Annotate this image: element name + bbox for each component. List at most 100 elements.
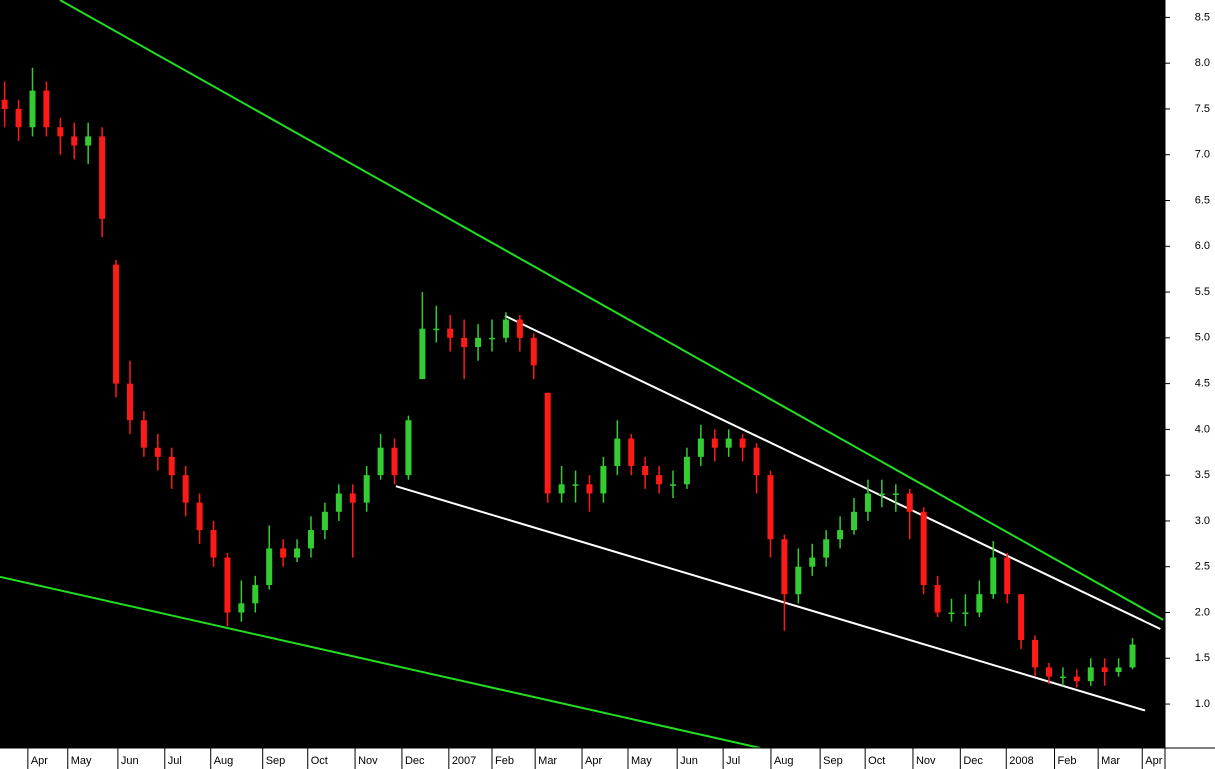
candle-body bbox=[488, 337, 495, 340]
candle-body bbox=[670, 484, 677, 486]
candle-body bbox=[1129, 644, 1136, 668]
candle-body bbox=[349, 493, 356, 503]
x-tick-label: Sep bbox=[266, 755, 286, 767]
x-tick-label: May bbox=[71, 755, 92, 767]
x-tick-label: Aug bbox=[774, 755, 794, 767]
candle-body bbox=[781, 539, 788, 595]
candle-body bbox=[934, 585, 941, 613]
candle-body bbox=[1101, 667, 1108, 673]
candle-body bbox=[140, 420, 147, 448]
x-tick-label: Feb bbox=[1058, 755, 1077, 767]
candle-body bbox=[530, 337, 537, 366]
x-tick-label: Nov bbox=[916, 755, 936, 767]
candle-body bbox=[433, 328, 440, 331]
candle-body bbox=[795, 566, 802, 595]
candle-body bbox=[475, 337, 482, 347]
candle-body bbox=[516, 319, 523, 338]
y-tick-label: 3.5 bbox=[1195, 469, 1210, 481]
candle-body bbox=[224, 557, 231, 613]
candle-body bbox=[642, 466, 649, 476]
candle-body bbox=[377, 447, 384, 476]
candle-body bbox=[126, 383, 133, 421]
candle-body bbox=[739, 438, 746, 448]
candle-body bbox=[1073, 676, 1080, 682]
candle-body bbox=[600, 466, 607, 494]
candle-body bbox=[43, 90, 50, 128]
x-tick-label: May bbox=[631, 755, 652, 767]
candle-body bbox=[809, 557, 816, 567]
x-tick-label: Oct bbox=[868, 755, 885, 767]
x-tick-label: Jun bbox=[121, 755, 139, 767]
trend-line bbox=[0, 575, 761, 749]
candle-body bbox=[753, 447, 760, 476]
candle-body bbox=[391, 447, 398, 476]
candle-body bbox=[71, 136, 78, 146]
candle-body bbox=[892, 493, 899, 495]
x-tick-label: Jul bbox=[168, 755, 182, 767]
candle-body bbox=[628, 438, 635, 467]
candle-body bbox=[1087, 667, 1094, 682]
candle-body bbox=[962, 612, 969, 614]
candle-body bbox=[906, 493, 913, 512]
candle-body bbox=[683, 456, 690, 485]
x-tick-label: Mar bbox=[538, 755, 557, 767]
x-tick-label: Aug bbox=[214, 755, 234, 767]
candle-body bbox=[210, 530, 217, 558]
candle-body bbox=[920, 511, 927, 586]
candle-body bbox=[405, 420, 412, 476]
candle-body bbox=[851, 511, 858, 531]
candle-body bbox=[447, 328, 454, 338]
candle-body bbox=[976, 594, 983, 613]
candle-body bbox=[307, 530, 314, 549]
x-tick-label: Jun bbox=[680, 755, 698, 767]
y-tick-label: 6.5 bbox=[1195, 194, 1210, 206]
candle-body bbox=[572, 484, 579, 486]
candle-body bbox=[1059, 676, 1066, 679]
candle-body bbox=[363, 475, 370, 503]
candle-body bbox=[502, 319, 509, 338]
y-tick-label: 2.0 bbox=[1195, 606, 1210, 618]
candle-body bbox=[614, 438, 621, 467]
candle-body bbox=[154, 447, 161, 457]
y-tick-label: 5.0 bbox=[1195, 332, 1210, 344]
x-tick-label: Jul bbox=[726, 755, 740, 767]
axis-strip bbox=[0, 748, 1215, 769]
candle-body bbox=[725, 438, 732, 448]
candle-body bbox=[57, 127, 64, 137]
x-tick-label: Oct bbox=[311, 755, 328, 767]
trend-line bbox=[59, 0, 1164, 621]
candle-body bbox=[238, 603, 245, 613]
y-tick-label: 4.5 bbox=[1195, 378, 1210, 390]
trend-line bbox=[395, 485, 1146, 712]
candle-body bbox=[99, 136, 106, 219]
candle-body bbox=[878, 493, 885, 495]
candle-body bbox=[321, 511, 328, 531]
candle-body bbox=[85, 136, 92, 146]
y-tick-label: 8.0 bbox=[1195, 57, 1210, 69]
x-tick-label: Apr bbox=[31, 755, 48, 767]
y-tick-label: 1.5 bbox=[1195, 652, 1210, 664]
candle-body bbox=[544, 392, 551, 494]
y-tick-label: 4.0 bbox=[1195, 423, 1210, 435]
x-tick-label: Apr bbox=[1145, 755, 1162, 767]
candle-body bbox=[697, 438, 704, 457]
candle-body bbox=[168, 456, 175, 476]
candle-body bbox=[182, 475, 189, 503]
y-tick-label: 8.5 bbox=[1195, 11, 1210, 23]
candle-body bbox=[1004, 557, 1011, 595]
candle-body bbox=[656, 475, 663, 485]
candle-body bbox=[1, 99, 8, 109]
candle-body bbox=[252, 585, 259, 604]
y-tick-label: 3.0 bbox=[1195, 515, 1210, 527]
y-tick-label: 5.5 bbox=[1195, 286, 1210, 298]
candle-body bbox=[266, 548, 273, 586]
candle-body bbox=[948, 612, 955, 614]
candle-body bbox=[419, 328, 426, 380]
x-tick-label: Feb bbox=[495, 755, 514, 767]
y-tick-label: 1.0 bbox=[1195, 698, 1210, 710]
x-tick-label: Apr bbox=[585, 755, 602, 767]
candle-body bbox=[823, 539, 830, 558]
candle-body bbox=[1018, 594, 1025, 640]
